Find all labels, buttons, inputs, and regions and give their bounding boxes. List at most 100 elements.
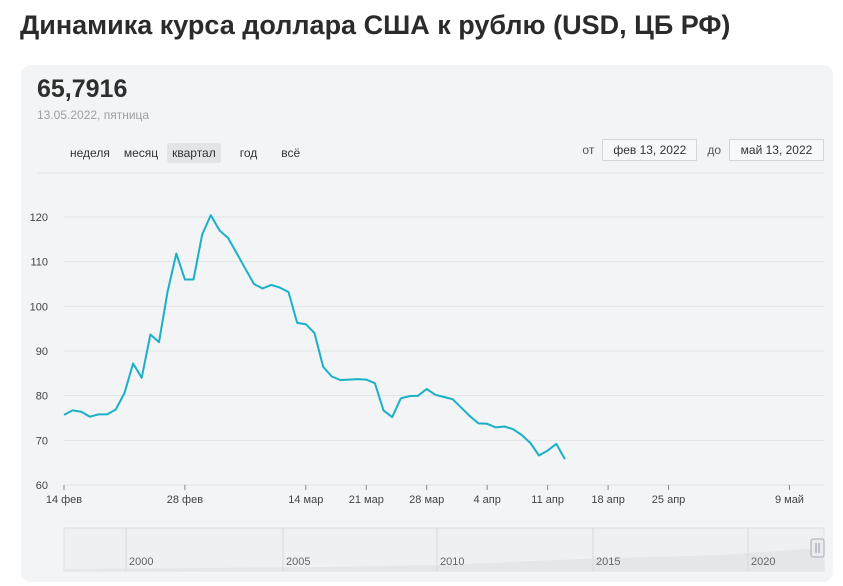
- x-tick-label: 11 апр: [531, 494, 564, 506]
- data-point: [243, 267, 247, 271]
- data-point: [97, 412, 101, 416]
- period-tabs: неделя месяц квартал год всё: [65, 143, 309, 163]
- data-point: [269, 283, 273, 287]
- data-point: [459, 406, 463, 410]
- range-from-label: от: [582, 143, 595, 157]
- navigator-year-label: 2000: [129, 556, 153, 568]
- data-point: [295, 321, 299, 325]
- data-point: [71, 408, 75, 412]
- usd-rate-series-line: [63, 214, 566, 460]
- data-point: [252, 282, 256, 286]
- data-point: [433, 393, 437, 397]
- data-point: [183, 278, 187, 282]
- data-point: [140, 376, 144, 380]
- navigator-year-label: 2015: [596, 556, 620, 568]
- data-point: [209, 213, 213, 217]
- data-point: [261, 286, 265, 290]
- data-point: [347, 378, 351, 382]
- x-tick-label: 21 мар: [349, 494, 384, 506]
- x-tick-label: 28 фев: [167, 494, 203, 506]
- data-point: [312, 331, 316, 335]
- data-point: [373, 381, 377, 385]
- data-point: [278, 286, 282, 290]
- x-tick-label: 14 мар: [288, 494, 323, 506]
- data-point: [364, 378, 368, 382]
- data-point: [528, 441, 532, 445]
- data-point: [546, 449, 550, 453]
- data-point: [174, 252, 178, 256]
- data-point: [217, 228, 221, 232]
- chart-card: 65,7916 13.05.2022, пятница неделя месяц…: [21, 65, 833, 582]
- data-point: [330, 374, 334, 378]
- range-from-input[interactable]: [602, 139, 698, 161]
- navigator-year-label: 2010: [440, 556, 464, 568]
- data-point: [511, 427, 515, 431]
- data-point: [468, 414, 472, 418]
- range-to-input[interactable]: [729, 139, 824, 161]
- data-point: [226, 236, 230, 240]
- data-point: [200, 232, 204, 236]
- current-rate-value: 65,7916: [37, 75, 128, 103]
- y-tick-label: 100: [30, 301, 48, 313]
- data-point: [105, 412, 109, 416]
- x-tick-label: 4 апр: [473, 494, 500, 506]
- data-point: [62, 413, 66, 417]
- data-point: [356, 377, 360, 381]
- data-point: [122, 391, 126, 395]
- navigator-year-label: 2005: [286, 556, 310, 568]
- data-point: [148, 332, 152, 336]
- data-point: [442, 395, 446, 399]
- y-tick-label: 110: [30, 257, 48, 269]
- data-point: [131, 362, 135, 366]
- data-point: [304, 322, 308, 326]
- page-title: Динамика курса доллара США к рублю (USD,…: [20, 10, 731, 40]
- data-point: [166, 290, 170, 294]
- range-to-label: до: [707, 143, 721, 157]
- data-point: [79, 410, 83, 414]
- data-point: [192, 278, 196, 282]
- x-tick-label: 25 апр: [652, 494, 685, 506]
- data-point: [425, 387, 429, 391]
- rate-line-chart: 60 70 80 90 100 110 120 14 фев 28 фев 14 мар 21 ма…: [30, 172, 825, 572]
- y-tick-label: 60: [36, 480, 48, 492]
- x-tick-label: 14 фев: [46, 494, 82, 506]
- x-tick-label: 28 мар: [409, 494, 444, 506]
- tab-week[interactable]: неделя: [70, 146, 110, 160]
- data-point: [485, 422, 489, 426]
- navigator-history-area: [64, 549, 824, 571]
- data-point: [407, 394, 411, 398]
- tab-all[interactable]: всё: [281, 146, 301, 160]
- data-point: [502, 424, 506, 428]
- tab-quarter[interactable]: квартал: [167, 143, 221, 163]
- data-point: [382, 408, 386, 412]
- current-rate-date: 13.05.2022, пятница: [37, 108, 150, 122]
- date-range-controls: от до: [572, 139, 824, 161]
- y-tick-label: 120: [30, 212, 48, 224]
- data-point: [520, 433, 524, 437]
- data-point: [416, 394, 420, 398]
- data-point: [477, 421, 481, 425]
- tab-year[interactable]: год: [239, 146, 258, 160]
- y-tick-label: 70: [36, 435, 48, 447]
- data-point: [157, 340, 161, 344]
- data-point: [494, 425, 498, 429]
- data-point: [114, 408, 118, 412]
- data-point: [235, 251, 239, 255]
- navigator-year-label: 2020: [751, 556, 775, 568]
- data-point: [390, 415, 394, 419]
- y-tick-label: 90: [36, 346, 48, 358]
- data-point: [451, 397, 455, 401]
- data-point: [399, 396, 403, 400]
- data-point: [287, 290, 291, 294]
- data-point: [321, 365, 325, 369]
- data-point: [338, 378, 342, 382]
- data-point: [554, 442, 558, 446]
- navigator-range-handle[interactable]: [810, 538, 825, 558]
- x-tick-label: 18 апр: [591, 494, 624, 506]
- tab-month[interactable]: месяц: [123, 146, 159, 160]
- y-tick-label: 80: [36, 391, 48, 403]
- data-point: [563, 457, 567, 461]
- data-point: [537, 454, 541, 458]
- x-tick-label: 9 май: [775, 494, 804, 506]
- data-point: [88, 415, 92, 419]
